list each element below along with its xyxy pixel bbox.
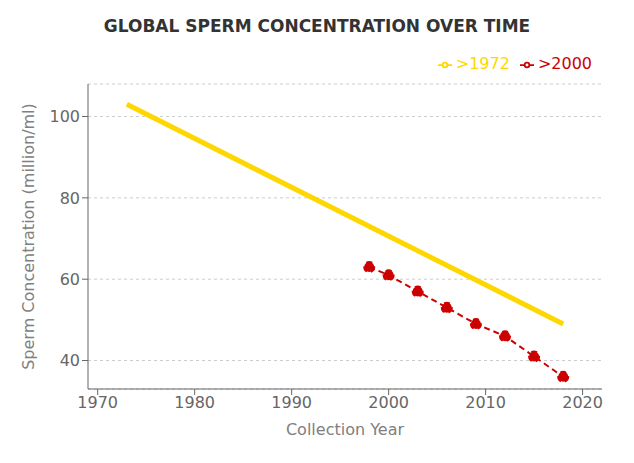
svg-text:2020: 2020 xyxy=(562,393,603,412)
svg-text:2010: 2010 xyxy=(465,393,506,412)
svg-text:1970: 1970 xyxy=(77,393,118,412)
svg-text:1980: 1980 xyxy=(174,393,215,412)
svg-text:80: 80 xyxy=(60,189,80,208)
svg-text:60: 60 xyxy=(60,270,80,289)
svg-text:40: 40 xyxy=(60,351,80,370)
svg-text:Collection Year: Collection Year xyxy=(286,420,405,439)
svg-text:1990: 1990 xyxy=(271,393,312,412)
svg-text:100: 100 xyxy=(49,107,80,126)
html-text:GLOBAL SPERM CONCENTRATION OVE: GLOBAL SPERM CONCENTRATION OVER TIME xyxy=(103,16,531,36)
svg-text:Sperm Concentration (million/m: Sperm Concentration (million/ml) xyxy=(19,103,38,370)
html-text:>2000: >2000 xyxy=(537,54,592,73)
html-text:>1972: >1972 xyxy=(455,54,510,73)
svg-text:2000: 2000 xyxy=(368,393,409,412)
